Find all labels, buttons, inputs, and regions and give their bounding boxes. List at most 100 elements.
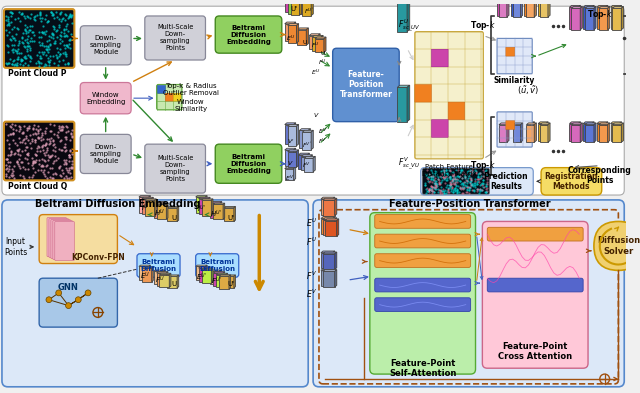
FancyBboxPatch shape	[47, 218, 67, 257]
Point	[438, 174, 448, 180]
Point	[3, 22, 13, 28]
Point	[25, 54, 35, 61]
Point	[1, 17, 12, 23]
Point	[453, 173, 463, 180]
Point	[29, 14, 40, 20]
Point	[56, 28, 67, 35]
Text: $F^{U'}$: $F^{U'}$	[211, 275, 222, 286]
Polygon shape	[287, 150, 299, 152]
Point	[469, 187, 479, 193]
Point	[449, 175, 460, 181]
Point	[25, 15, 35, 21]
Point	[26, 38, 36, 44]
Polygon shape	[219, 276, 229, 289]
Polygon shape	[157, 203, 168, 204]
Point	[12, 147, 22, 153]
Circle shape	[56, 290, 61, 296]
Point	[467, 182, 477, 188]
Point	[444, 189, 454, 195]
Point	[63, 28, 73, 34]
Point	[464, 184, 474, 190]
Point	[63, 13, 74, 19]
Point	[451, 189, 461, 196]
Polygon shape	[507, 0, 509, 17]
Polygon shape	[157, 272, 168, 273]
Point	[451, 188, 461, 195]
Point	[456, 181, 466, 187]
Polygon shape	[285, 22, 296, 24]
Text: Top-$k$: Top-$k$	[470, 159, 496, 172]
Text: $E^V$: $E^V$	[285, 174, 294, 183]
Point	[65, 31, 76, 37]
Polygon shape	[309, 35, 318, 49]
Polygon shape	[611, 6, 621, 7]
Point	[456, 169, 466, 175]
Point	[458, 181, 468, 187]
Point	[466, 177, 476, 183]
Point	[4, 145, 14, 151]
Point	[36, 137, 46, 143]
Polygon shape	[211, 202, 222, 203]
Point	[456, 185, 466, 192]
Point	[28, 126, 38, 132]
Polygon shape	[300, 129, 310, 130]
Point	[429, 184, 439, 190]
Point	[3, 49, 13, 55]
Point	[65, 130, 76, 137]
Polygon shape	[323, 272, 335, 287]
Point	[28, 160, 38, 166]
Point	[14, 38, 24, 44]
Point	[51, 34, 61, 40]
Point	[439, 172, 449, 178]
Polygon shape	[321, 219, 333, 234]
Point	[53, 134, 63, 140]
Point	[42, 175, 52, 181]
Polygon shape	[321, 268, 335, 270]
Point	[56, 18, 66, 24]
Point	[461, 189, 472, 195]
Point	[38, 157, 49, 163]
FancyBboxPatch shape	[49, 219, 68, 258]
Point	[20, 37, 31, 43]
Polygon shape	[304, 158, 313, 172]
Point	[448, 176, 458, 182]
FancyBboxPatch shape	[53, 220, 72, 260]
Polygon shape	[315, 37, 326, 39]
Point	[480, 168, 490, 174]
Polygon shape	[139, 197, 148, 213]
Polygon shape	[505, 0, 507, 16]
Point	[6, 13, 16, 19]
Polygon shape	[302, 130, 314, 132]
Point	[458, 182, 468, 188]
Point	[19, 174, 29, 181]
Point	[44, 136, 54, 142]
Point	[429, 181, 440, 187]
Polygon shape	[520, 0, 523, 17]
Point	[454, 173, 465, 179]
Point	[424, 173, 434, 180]
Point	[14, 128, 24, 134]
Point	[60, 45, 70, 51]
Point	[15, 138, 26, 145]
Polygon shape	[333, 217, 335, 234]
Polygon shape	[167, 276, 177, 288]
Point	[12, 62, 22, 69]
Polygon shape	[287, 24, 299, 26]
Point	[26, 11, 36, 17]
Polygon shape	[505, 122, 507, 141]
Point	[447, 177, 458, 183]
Point	[476, 175, 486, 181]
FancyBboxPatch shape	[196, 254, 239, 277]
Point	[38, 147, 48, 154]
Point	[442, 175, 452, 182]
Point	[17, 158, 28, 165]
Point	[15, 165, 25, 171]
Point	[15, 17, 26, 24]
Polygon shape	[234, 275, 236, 288]
Point	[435, 187, 445, 193]
Point	[429, 189, 440, 196]
Point	[463, 178, 474, 184]
Point	[40, 16, 51, 22]
Point	[42, 152, 52, 158]
Point	[36, 60, 46, 66]
